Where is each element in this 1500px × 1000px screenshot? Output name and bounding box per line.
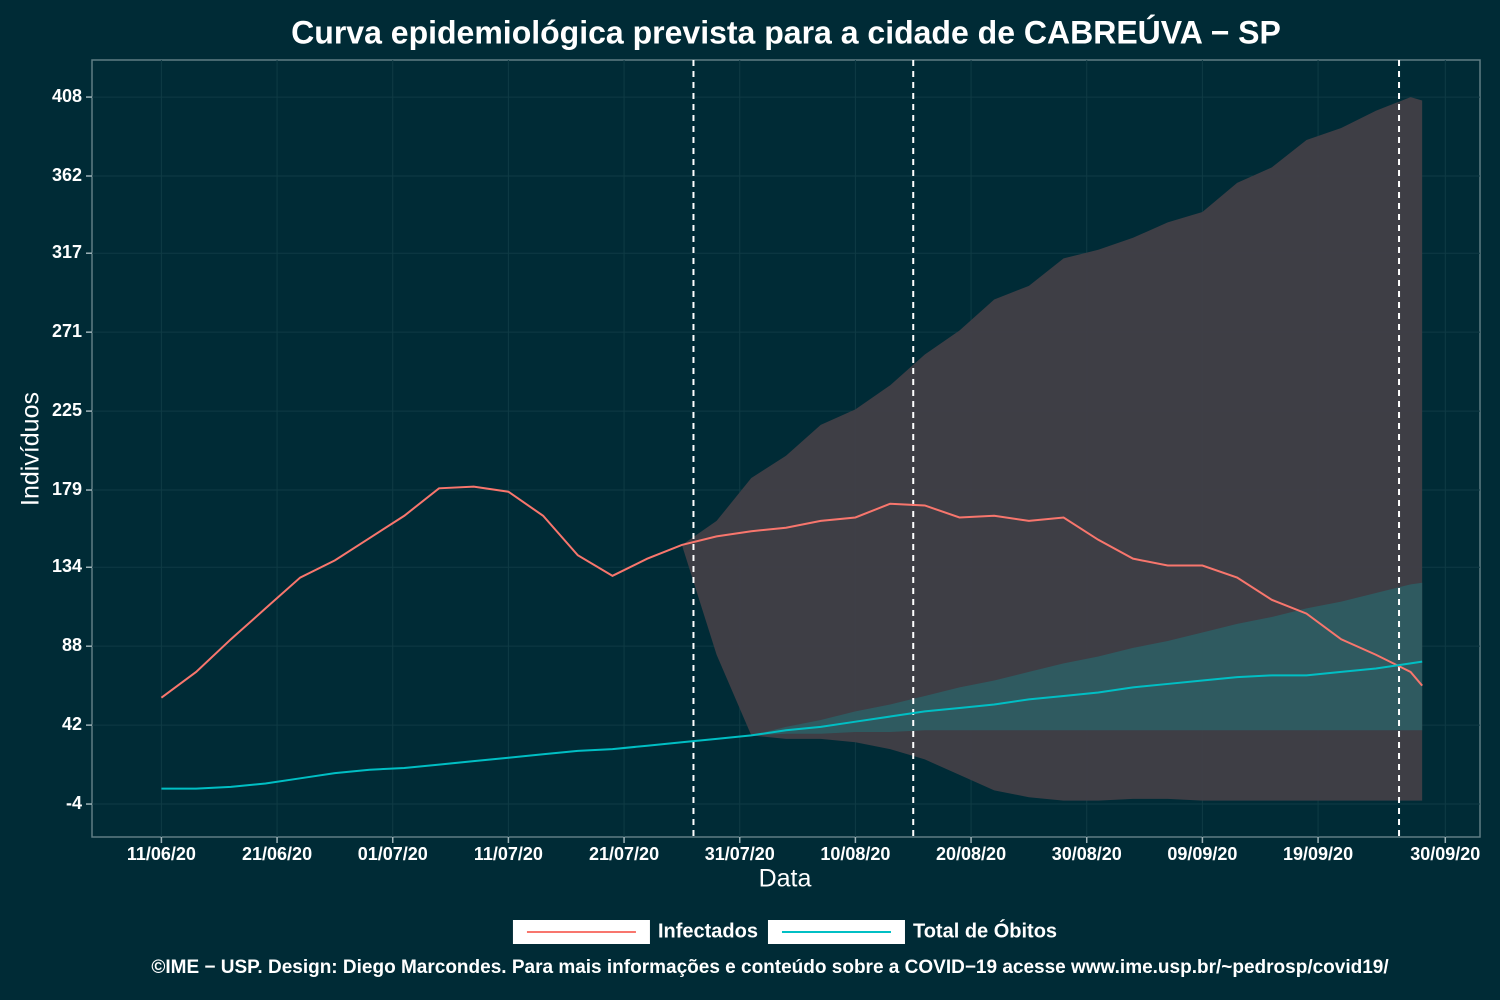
- series-line: [161, 660, 1423, 790]
- y-tick-label: 179: [52, 479, 82, 499]
- x-tick-label: 01/07/20: [358, 844, 428, 864]
- x-tick-label: 11/06/20: [127, 844, 196, 864]
- x-tick-label: 11/07/20: [474, 844, 543, 864]
- y-tick-label: 408: [52, 86, 82, 106]
- x-axis-title: Data: [759, 865, 812, 893]
- y-tick-label: 317: [52, 242, 82, 262]
- x-tick-label: 19/09/20: [1283, 844, 1353, 864]
- x-tick-label: 09/09/20: [1167, 844, 1237, 864]
- series-line: [160, 485, 1423, 699]
- chart-title: Curva epidemiológica prevista para a cid…: [291, 14, 1281, 50]
- legend-label: Total de Óbitos: [913, 918, 1057, 942]
- x-tick-label: 20/08/20: [936, 844, 1006, 864]
- x-tick-label: 30/09/20: [1410, 844, 1480, 864]
- x-tick-label: 31/07/20: [705, 844, 775, 864]
- y-tick-label: -4: [66, 793, 82, 813]
- legend-label: Infectados: [658, 920, 758, 942]
- caption: ©IME − USP. Design: Diego Marcondes. Par…: [151, 957, 1389, 978]
- legend: Infectados Total de Óbitos: [512, 918, 1057, 944]
- y-tick-label: 134: [52, 556, 82, 576]
- y-tick-label: 271: [52, 321, 82, 341]
- y-tick-label: 88: [62, 635, 82, 655]
- x-tick-label: 21/07/20: [589, 844, 659, 864]
- confidence-band: [751, 582, 1423, 736]
- y-tick-label: 362: [52, 165, 82, 185]
- x-tick-label: 21/06/20: [242, 844, 312, 864]
- y-tick-label: 225: [52, 400, 82, 420]
- y-tick-label: 42: [62, 714, 82, 734]
- x-tick-label: 10/08/20: [820, 844, 890, 864]
- y-axis-title: Indivíduos: [17, 392, 45, 506]
- x-tick-label: 30/08/20: [1052, 844, 1122, 864]
